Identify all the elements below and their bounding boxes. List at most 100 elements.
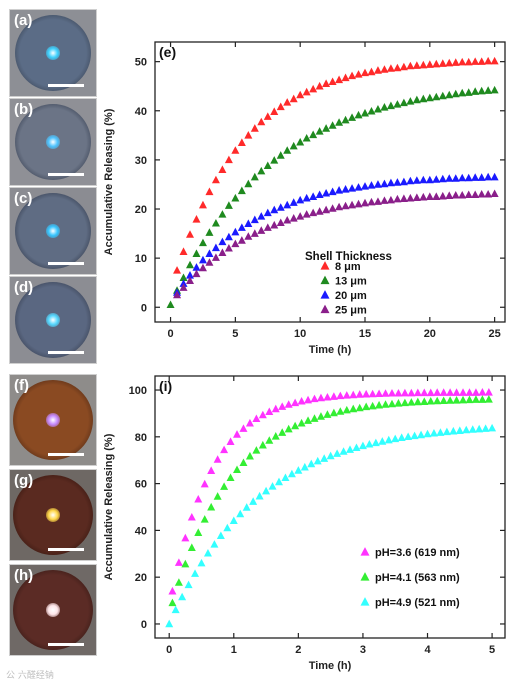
data-point [439,396,448,405]
data-point [165,619,174,628]
data-point [257,117,266,126]
data-point [393,100,402,108]
data-point [355,390,364,398]
data-point [316,393,325,402]
data-point [257,166,266,175]
data-point [419,175,428,184]
data-point [471,190,480,199]
data-point [200,479,209,488]
data-point [213,455,222,463]
data-point [310,394,319,403]
micrograph-label: (g) [14,472,34,489]
data-point [276,102,285,111]
data-point [367,67,376,76]
micrograph-b: (b) [9,98,97,186]
data-point [168,586,177,595]
data-point [333,449,342,457]
data-point [302,193,311,202]
data-point [302,210,311,218]
data-point [335,75,344,84]
data-point [412,95,421,104]
data-point [458,88,467,97]
data-point [433,396,442,405]
data-point [386,101,395,110]
data-point [296,195,305,204]
data-point [296,90,305,99]
legend-entry: 25 μm [335,305,367,317]
data-point [289,198,298,206]
data-point [406,193,415,202]
data-point [380,65,389,73]
data-point [464,190,473,199]
data-point [181,559,190,568]
data-point [465,388,474,396]
legend-marker [360,597,370,606]
data-point [166,300,175,309]
micrograph-a: (a) [9,9,97,97]
data-point [231,227,240,236]
y-tick-label: 30 [135,155,147,167]
data-point [244,232,253,240]
data-point [477,86,486,95]
data-point [459,388,468,396]
data-point [186,271,194,279]
data-point [432,92,441,101]
data-point [224,155,233,164]
data-point [458,173,467,182]
data-point [341,185,350,193]
data-point [452,396,461,404]
data-point [362,402,371,411]
data-point [438,91,447,100]
data-point [420,397,429,405]
data-point [210,540,219,548]
data-point [289,94,298,103]
y-tick-label: 100 [129,385,147,397]
data-point [490,189,499,198]
data-point [198,200,207,209]
data-point [284,424,293,433]
data-point [362,389,371,398]
data-point [329,408,338,417]
data-point [354,199,363,208]
data-point [173,266,182,274]
data-point [477,57,486,65]
data-point [336,391,345,400]
data-point [452,388,461,396]
data-point [423,429,432,438]
data-point [471,388,480,396]
data-point [278,402,287,410]
y-axis-title: Accumulative Releasing (%) [103,433,115,580]
data-point [381,400,390,408]
data-point [432,192,441,200]
data-point [406,97,415,105]
micrograph-label: (b) [14,101,34,118]
data-point [186,260,194,269]
data-point [211,175,220,184]
y-tick-label: 20 [135,572,147,584]
data-point [218,165,227,173]
data-point [300,462,309,471]
data-point [436,428,445,436]
data-point [309,84,318,93]
data-point [407,398,416,406]
data-point [445,90,454,99]
data-point [205,249,214,257]
data-point [271,404,280,413]
data-point [263,208,272,217]
data-point [315,207,324,215]
data-point [355,403,364,412]
data-point [342,391,351,399]
data-point [339,447,348,455]
x-tick-label: 0 [166,644,172,656]
micrograph-label: (c) [14,190,33,207]
data-point [399,194,408,202]
data-point [419,94,428,103]
data-point [213,492,222,500]
data-point [274,477,283,486]
data-point [445,174,454,182]
data-point [451,174,460,182]
data-point [361,108,369,117]
data-point [373,104,382,113]
data-point [400,398,409,407]
data-point [433,388,442,396]
